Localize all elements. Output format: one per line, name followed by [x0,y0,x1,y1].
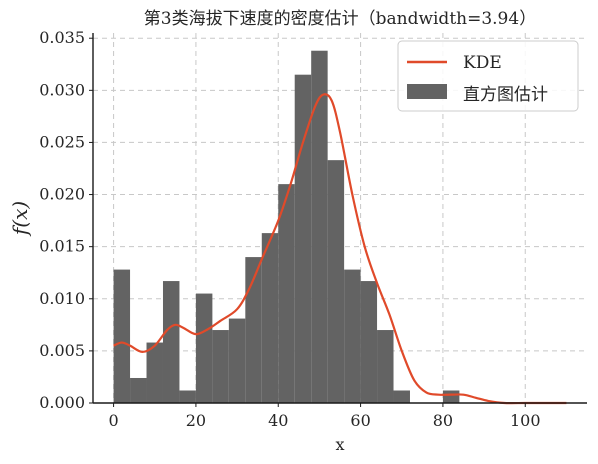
histogram-bars [113,50,460,404]
legend: KDE 直方图估计 [397,40,579,112]
histogram-bar [113,269,131,403]
histogram-bar [327,160,345,403]
axes [92,33,587,404]
histogram-bar [442,390,460,403]
histogram-bar [344,269,361,403]
y-tick-label: 0.020 [39,185,85,204]
kde-line [113,93,567,405]
histogram-bar [393,390,410,403]
histogram-bar [195,293,213,403]
x-tick-label: 20 [186,411,206,430]
histogram-bar [245,257,262,403]
histogram-bar [130,377,147,403]
histogram-bar [261,233,279,403]
legend-histogram-swatch [407,84,447,99]
y-tick-label: 0.000 [39,393,85,412]
x-ticks: 0 20 40 60 80 100 [108,403,541,430]
x-tick-label: 100 [510,411,541,430]
y-tick-label: 0.015 [39,237,85,256]
histogram-bar [162,281,180,403]
histogram-bar [278,184,295,403]
x-tick-label: 40 [268,411,288,430]
x-axis-label: x [335,435,344,454]
y-tick-label: 0.010 [39,289,85,308]
y-tick-label: 0.005 [39,341,85,360]
histogram-bar [311,50,328,403]
legend-kde-label: KDE [463,53,502,73]
histogram-bar [228,318,246,403]
y-ticks: 0.000 0.005 0.010 0.015 0.020 0.025 0.030 0.035 [39,28,93,412]
x-tick-label: 80 [433,411,453,430]
x-tick-label: 0 [108,411,118,430]
histogram-bar [360,281,378,403]
y-tick-label: 0.025 [39,132,85,151]
histogram-bar [146,342,163,403]
y-tick-label: 0.030 [39,80,85,99]
legend-histogram-label: 直方图估计 [463,85,548,105]
kde-curve-group [113,93,567,405]
y-tick-label: 0.035 [39,28,85,47]
chart-title: 第3类海拔下速度的密度估计（bandwidth=3.94） [144,9,536,29]
histogram-bar [212,330,229,403]
histogram-bar [179,390,196,403]
y-axis-label: f(x) [8,201,32,237]
x-tick-label: 60 [350,411,370,430]
histogram-bar [377,330,394,403]
